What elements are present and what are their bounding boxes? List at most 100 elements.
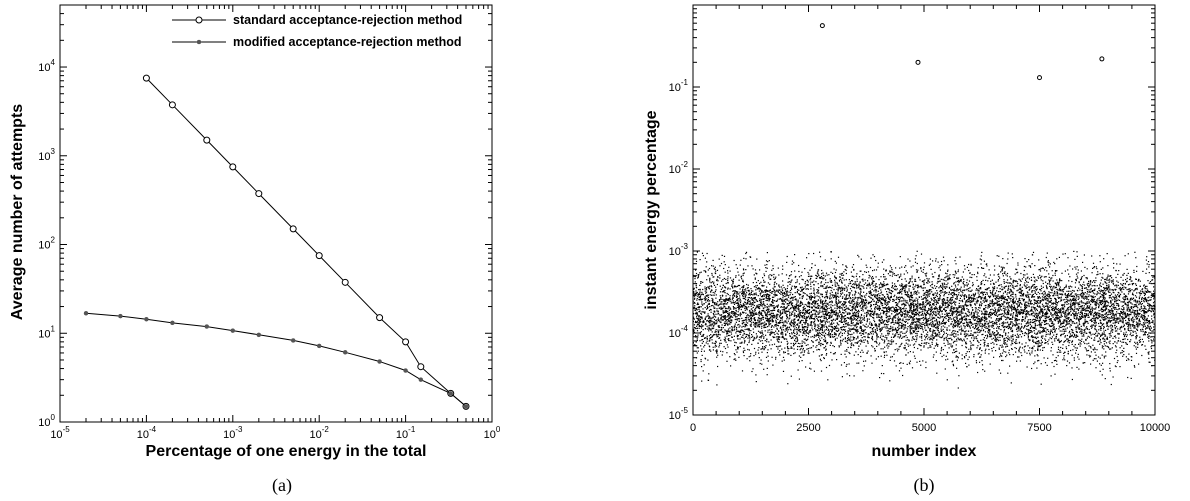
scatter-point <box>989 291 992 293</box>
scatter-point <box>817 273 819 275</box>
scatter-point <box>766 298 768 300</box>
scatter-point <box>960 280 962 282</box>
scatter-point <box>727 308 729 310</box>
scatter-point <box>1080 340 1083 342</box>
scatter-point <box>765 323 767 326</box>
scatter-point <box>734 358 736 360</box>
scatter-point <box>855 312 857 314</box>
scatter-point <box>931 325 933 327</box>
scatter-point <box>727 315 729 317</box>
scatter-point <box>970 312 972 314</box>
scatter-point <box>929 346 931 348</box>
scatter-point <box>907 258 909 260</box>
scatter-point <box>807 288 809 290</box>
scatter-point <box>1122 355 1124 357</box>
scatter-point <box>923 316 925 318</box>
scatter-point <box>738 323 740 326</box>
scatter-point <box>1066 290 1068 292</box>
scatter-point <box>1059 286 1061 288</box>
scatter-point <box>974 327 976 329</box>
scatter-point <box>956 316 958 319</box>
scatter-point <box>784 308 786 310</box>
scatter-point <box>821 324 823 326</box>
scatter-point <box>920 268 922 270</box>
scatter-point <box>709 324 711 326</box>
scatter-point <box>861 299 863 301</box>
scatter-point <box>1111 312 1113 314</box>
scatter-point <box>1101 311 1103 313</box>
scatter-point <box>825 291 827 293</box>
scatter-point <box>1003 342 1005 344</box>
scatter-point <box>974 307 976 309</box>
scatter-point <box>702 335 704 337</box>
scatter-point <box>785 301 787 303</box>
scatter-point <box>867 342 869 344</box>
scatter-point <box>920 286 922 288</box>
scatter-point <box>1018 299 1020 301</box>
scatter-point <box>1152 320 1154 322</box>
scatter-point <box>924 314 927 316</box>
scatter-point <box>1120 276 1122 278</box>
scatter-point <box>970 349 972 351</box>
scatter-point <box>952 333 954 335</box>
scatter-point <box>1109 342 1111 345</box>
scatter-point <box>1141 300 1143 302</box>
scatter-point <box>824 300 826 302</box>
scatter-point <box>782 284 784 286</box>
scatter-point <box>735 328 738 330</box>
scatter-point <box>947 307 949 309</box>
scatter-point <box>928 336 930 338</box>
scatter-point <box>1030 279 1033 281</box>
scatter-point <box>1010 307 1012 309</box>
scatter-point <box>981 297 983 299</box>
scatter-point <box>879 329 881 331</box>
scatter-point <box>860 307 862 309</box>
scatter-point <box>1148 326 1150 328</box>
scatter-point <box>1036 302 1038 305</box>
scatter-point <box>864 336 866 338</box>
scatter-point <box>1075 328 1077 330</box>
scatter-point <box>810 347 813 349</box>
scatter-point <box>1107 346 1109 348</box>
scatter-point <box>1145 290 1148 293</box>
scatter-point <box>900 273 902 275</box>
scatter-point <box>1061 333 1063 335</box>
scatter-point <box>911 294 913 296</box>
scatter-point <box>905 342 907 344</box>
scatter-point <box>1032 327 1034 329</box>
scatter-point <box>1034 341 1036 343</box>
scatter-point <box>904 291 906 293</box>
scatter-point <box>901 319 903 321</box>
scatter-point <box>863 299 865 302</box>
scatter-point <box>1113 357 1116 360</box>
scatter-point <box>966 284 968 286</box>
scatter-point <box>1042 328 1045 330</box>
scatter-point <box>797 288 799 291</box>
scatter-point <box>957 357 959 359</box>
scatter-point <box>1125 331 1127 333</box>
scatter-point <box>1105 323 1108 325</box>
scatter-point <box>817 283 819 285</box>
scatter-point <box>813 305 815 307</box>
scatter-point <box>783 351 785 353</box>
scatter-point <box>742 320 744 322</box>
chart-b: 0 2500 5000 7500 10000 10-510-410-310-210-1 … <box>643 4 1170 496</box>
legend-modified-label: modified acceptance-rejection method <box>233 35 462 49</box>
scatter-point <box>942 320 944 323</box>
scatter-point <box>980 356 982 358</box>
scatter-point <box>824 310 827 312</box>
scatter-point <box>1039 274 1041 276</box>
scatter-point <box>1031 367 1033 370</box>
scatter-point <box>810 277 812 280</box>
scatter-point <box>1005 351 1007 353</box>
scatter-point <box>926 310 928 312</box>
scatter-point <box>820 302 822 304</box>
scatter-point <box>737 271 739 273</box>
scatter-point <box>730 300 732 302</box>
scatter-point <box>793 308 795 310</box>
scatter-point <box>858 340 860 342</box>
scatter-point <box>1032 296 1034 298</box>
scatter-point <box>854 325 856 327</box>
scatter-point <box>1047 306 1049 308</box>
scatter-point <box>724 300 726 302</box>
